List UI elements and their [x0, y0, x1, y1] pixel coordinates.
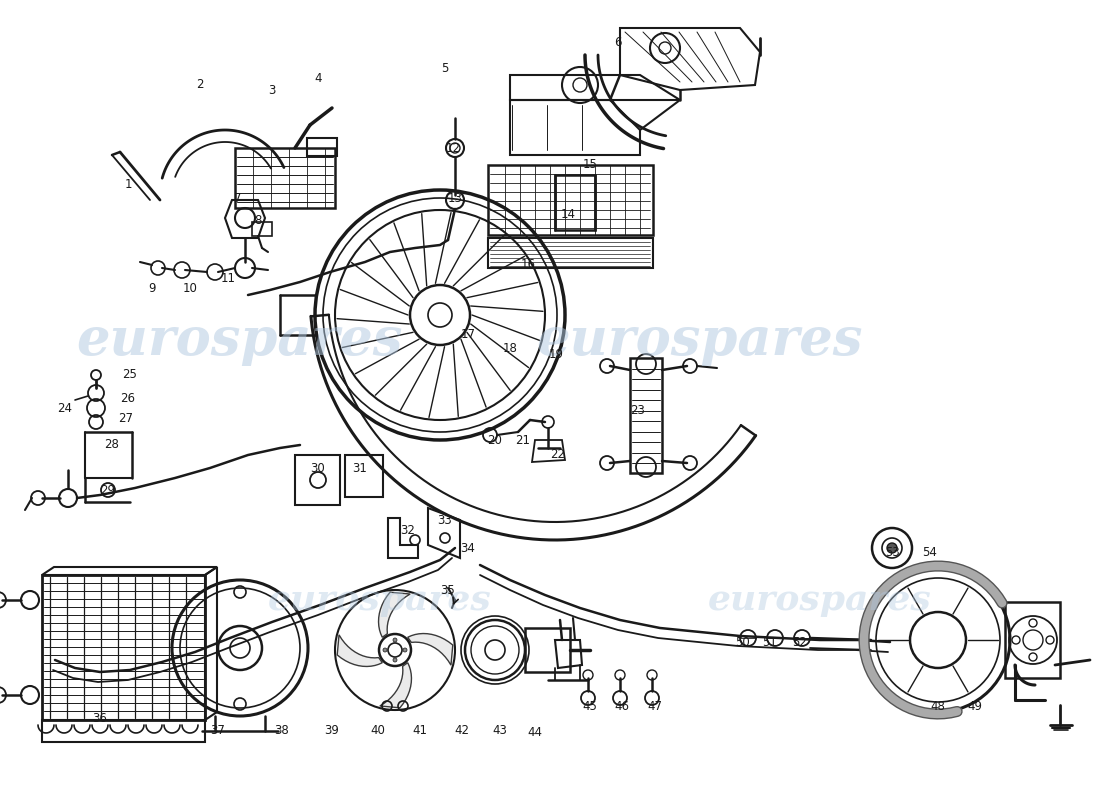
Text: 34: 34 — [461, 542, 475, 554]
Text: 47: 47 — [648, 699, 662, 713]
Bar — [42, 575, 205, 720]
Text: 20: 20 — [487, 434, 503, 446]
Text: 9: 9 — [148, 282, 156, 294]
Text: 39: 39 — [324, 723, 340, 737]
Text: 32: 32 — [400, 523, 416, 537]
Text: 37: 37 — [210, 723, 225, 737]
Text: 3: 3 — [268, 83, 276, 97]
Circle shape — [393, 658, 397, 662]
Text: 43: 43 — [493, 723, 507, 737]
Text: eurospares: eurospares — [268, 583, 492, 617]
Text: 33: 33 — [438, 514, 452, 526]
Text: 16: 16 — [520, 258, 536, 271]
Text: 11: 11 — [220, 271, 235, 285]
Circle shape — [403, 648, 407, 652]
Text: 49: 49 — [968, 699, 982, 713]
Bar — [235, 148, 336, 208]
Text: 17: 17 — [461, 329, 475, 342]
Text: eurospares: eurospares — [537, 314, 864, 366]
Text: 50: 50 — [735, 635, 749, 649]
Text: 26: 26 — [121, 391, 135, 405]
Text: 5: 5 — [441, 62, 449, 74]
Text: 54: 54 — [923, 546, 937, 558]
Polygon shape — [338, 635, 383, 666]
Text: 29: 29 — [100, 483, 116, 497]
Text: eurospares: eurospares — [77, 314, 404, 366]
Text: 36: 36 — [92, 711, 108, 725]
Text: 35: 35 — [441, 583, 455, 597]
Text: 25: 25 — [122, 369, 138, 382]
Text: 10: 10 — [183, 282, 197, 294]
Text: 18: 18 — [503, 342, 517, 354]
Bar — [1005, 602, 1060, 678]
Text: 27: 27 — [119, 411, 133, 425]
Bar — [307, 138, 337, 156]
Text: 42: 42 — [454, 723, 470, 737]
Text: 15: 15 — [583, 158, 597, 171]
Text: 28: 28 — [104, 438, 120, 451]
Text: 41: 41 — [412, 723, 428, 737]
Bar — [345, 455, 383, 497]
Text: 6: 6 — [614, 35, 622, 49]
Text: 48: 48 — [931, 699, 945, 713]
Text: 38: 38 — [275, 723, 289, 737]
Text: 23: 23 — [630, 403, 646, 417]
Text: 19: 19 — [549, 349, 563, 362]
Text: 51: 51 — [762, 635, 778, 649]
Circle shape — [393, 638, 397, 642]
Text: 1: 1 — [124, 178, 132, 191]
Text: 14: 14 — [561, 209, 575, 222]
Bar — [488, 165, 653, 235]
Bar — [488, 238, 653, 268]
Polygon shape — [408, 634, 453, 665]
Bar — [252, 222, 272, 236]
Text: 40: 40 — [371, 723, 385, 737]
Bar — [630, 358, 662, 473]
Text: 30: 30 — [310, 462, 326, 474]
Text: 13: 13 — [448, 191, 462, 205]
Text: eurospares: eurospares — [708, 583, 932, 617]
Text: 53: 53 — [884, 546, 900, 558]
Bar — [295, 455, 340, 505]
Text: 21: 21 — [516, 434, 530, 446]
Text: 2: 2 — [196, 78, 204, 91]
Text: 31: 31 — [353, 462, 367, 474]
Text: 44: 44 — [528, 726, 542, 738]
Text: 45: 45 — [583, 699, 597, 713]
Polygon shape — [379, 662, 411, 708]
Circle shape — [887, 543, 896, 553]
Bar — [556, 175, 595, 230]
Text: 22: 22 — [550, 449, 565, 462]
Bar — [42, 720, 205, 742]
Text: 4: 4 — [315, 71, 321, 85]
Text: 24: 24 — [57, 402, 73, 414]
Circle shape — [383, 648, 387, 652]
Text: 7: 7 — [234, 191, 242, 205]
Text: 52: 52 — [793, 635, 807, 649]
Text: 46: 46 — [615, 699, 629, 713]
Text: 8: 8 — [254, 214, 262, 226]
Bar — [525, 628, 570, 672]
Text: 12: 12 — [446, 142, 461, 154]
Polygon shape — [378, 592, 410, 638]
